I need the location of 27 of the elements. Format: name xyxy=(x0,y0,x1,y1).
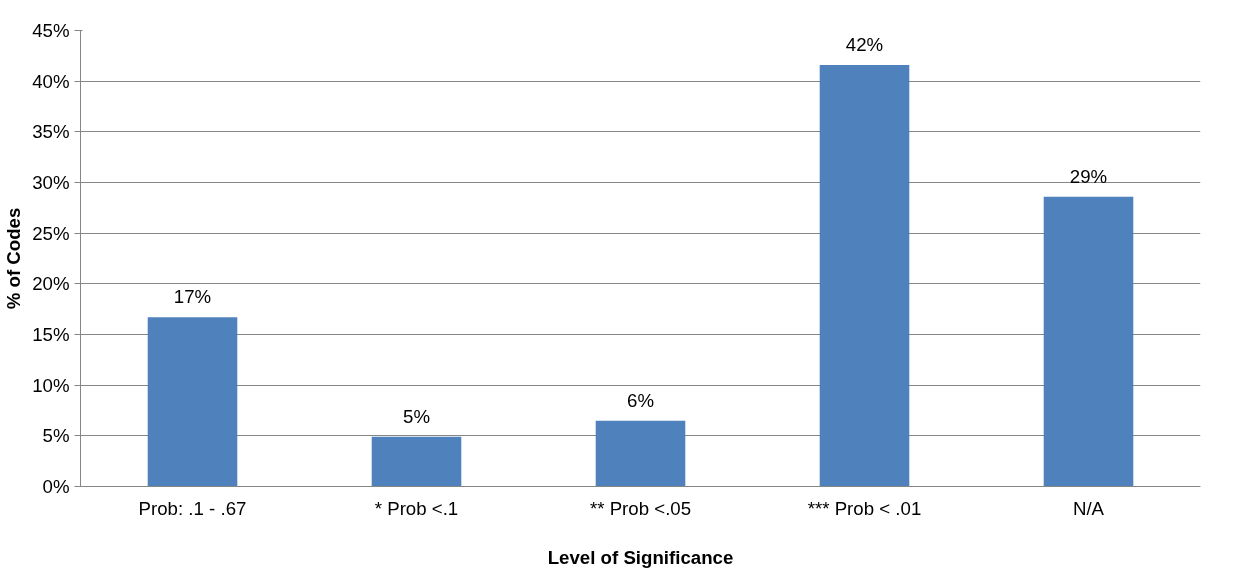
data-label: 5% xyxy=(403,405,430,427)
y-tick-label: 40% xyxy=(32,70,70,92)
bar xyxy=(1043,196,1134,487)
y-tick-label: 20% xyxy=(32,273,70,295)
bar xyxy=(819,64,910,487)
y-tick-label: 45% xyxy=(32,20,70,41)
x-tick-label: N/A xyxy=(1072,497,1105,519)
x-tick-label: Prob: .1 - .67 xyxy=(138,497,247,519)
bar xyxy=(147,317,238,487)
y-axis-title: % of Codes xyxy=(3,207,25,310)
y-tick-label: 15% xyxy=(32,324,70,345)
y-tick-label: 5% xyxy=(42,425,70,447)
y-tick-label: 25% xyxy=(32,222,70,244)
y-tick-label: 35% xyxy=(32,121,70,143)
x-tick-label: *** Prob < .01 xyxy=(807,497,922,519)
y-tick-label: 10% xyxy=(32,374,70,396)
data-label: 17% xyxy=(173,286,212,308)
x-tick-label: ** Prob <.05 xyxy=(589,497,692,519)
data-label: 42% xyxy=(845,33,884,55)
y-tick-label: 30% xyxy=(32,172,70,193)
data-label: 29% xyxy=(1069,165,1108,187)
data-label: 6% xyxy=(627,389,654,411)
y-tick-label: 0% xyxy=(42,476,70,497)
x-tick-label: * Prob <.1 xyxy=(374,497,459,519)
x-axis-title: Level of Significance xyxy=(547,546,734,568)
bar xyxy=(595,420,686,487)
bar xyxy=(371,436,462,487)
